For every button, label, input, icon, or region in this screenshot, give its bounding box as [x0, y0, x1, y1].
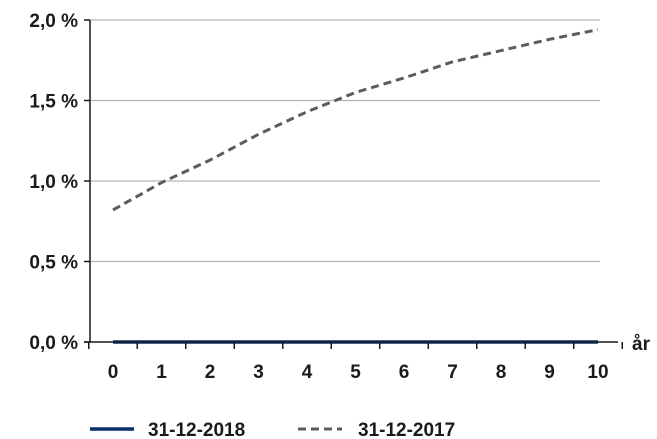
x-tick-labels: 0 1 2 3 4 5 6 7 8 9 10	[108, 362, 609, 383]
axes	[84, 19, 623, 349]
grid-lines	[90, 19, 600, 263]
y-tick-labels: 0,0 % 0,5 % 1,0 % 1,5 % 2,0 %	[29, 11, 78, 354]
x-tick-label: 7	[447, 362, 458, 383]
x-tick-label: 0	[108, 362, 119, 383]
y-tick-label: 0,0 %	[29, 333, 78, 354]
legend-label: 31-12-2018	[148, 420, 245, 439]
y-tick-label: 0,5 %	[29, 253, 78, 274]
x-tick-label: 5	[350, 362, 361, 383]
x-tick-label: 3	[253, 362, 264, 383]
x-tick-label: 9	[544, 362, 555, 383]
x-tick-label: 2	[205, 362, 216, 383]
x-tick-label: 1	[156, 362, 167, 383]
legend: 31-12-2018 31-12-2017	[90, 420, 455, 439]
x-tick-label: 4	[302, 362, 313, 383]
y-tick-label: 1,5 %	[29, 92, 78, 113]
x-tick-label: 8	[496, 362, 507, 383]
series-lines	[112, 28, 599, 344]
x-tick-label: 6	[399, 362, 410, 383]
y-tick-label: 1,0 %	[29, 172, 78, 193]
series-line	[112, 28, 599, 212]
x-axis-label: år	[632, 334, 651, 355]
x-tick-label: 10	[587, 362, 608, 383]
legend-label: 31-12-2017	[358, 420, 455, 439]
y-tick-label: 2,0 %	[29, 11, 78, 32]
